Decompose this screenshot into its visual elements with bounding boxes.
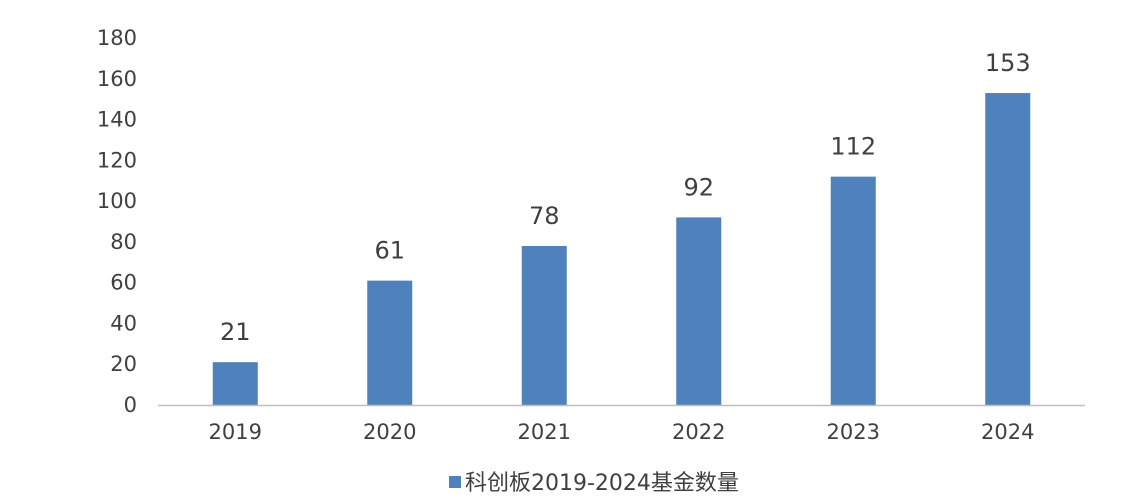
y-tick-label: 180 [97,26,137,50]
bar-2020 [367,280,413,405]
x-tick-label: 2022 [672,420,725,444]
bar-2024 [985,93,1031,406]
bars [212,93,1031,406]
x-axis: 2019 2020 2021 2022 2023 2024 [158,404,1085,444]
y-tick-label: 60 [110,271,137,295]
x-tick-label: 2024 [981,420,1034,444]
y-tick-label: 120 [97,148,137,172]
y-tick-label: 160 [97,67,137,91]
legend-label: 科创板2019-2024基金数量 [465,471,739,496]
bar-2022 [676,217,722,405]
bar-2021 [521,245,567,405]
x-tick-label: 2023 [827,420,880,444]
x-tick-label: 2020 [363,420,416,444]
x-tick-label: 2019 [209,420,262,444]
y-tick-label: 100 [97,189,137,213]
data-label-2023: 112 [830,133,876,161]
legend-swatch [449,476,461,488]
legend: 科创板2019-2024基金数量 [449,471,739,496]
y-tick-label: 20 [110,352,137,376]
data-label-2020: 61 [374,237,405,265]
x-tick-label: 2021 [518,420,571,444]
y-tick-label: 140 [97,108,137,132]
y-tick-label: 0 [124,393,137,417]
y-tick-label: 80 [110,230,137,254]
data-label-2024: 153 [985,49,1031,77]
y-axis: 0 20 40 60 80 100 120 140 160 180 [97,26,137,417]
data-label-2022: 92 [683,173,714,201]
data-labels: 21 61 78 92 112 153 [220,49,1031,346]
bar-2023 [830,176,876,405]
data-label-2021: 78 [529,202,560,230]
data-label-2019: 21 [220,318,251,346]
y-tick-label: 40 [110,311,137,335]
bar-2019 [212,362,258,405]
